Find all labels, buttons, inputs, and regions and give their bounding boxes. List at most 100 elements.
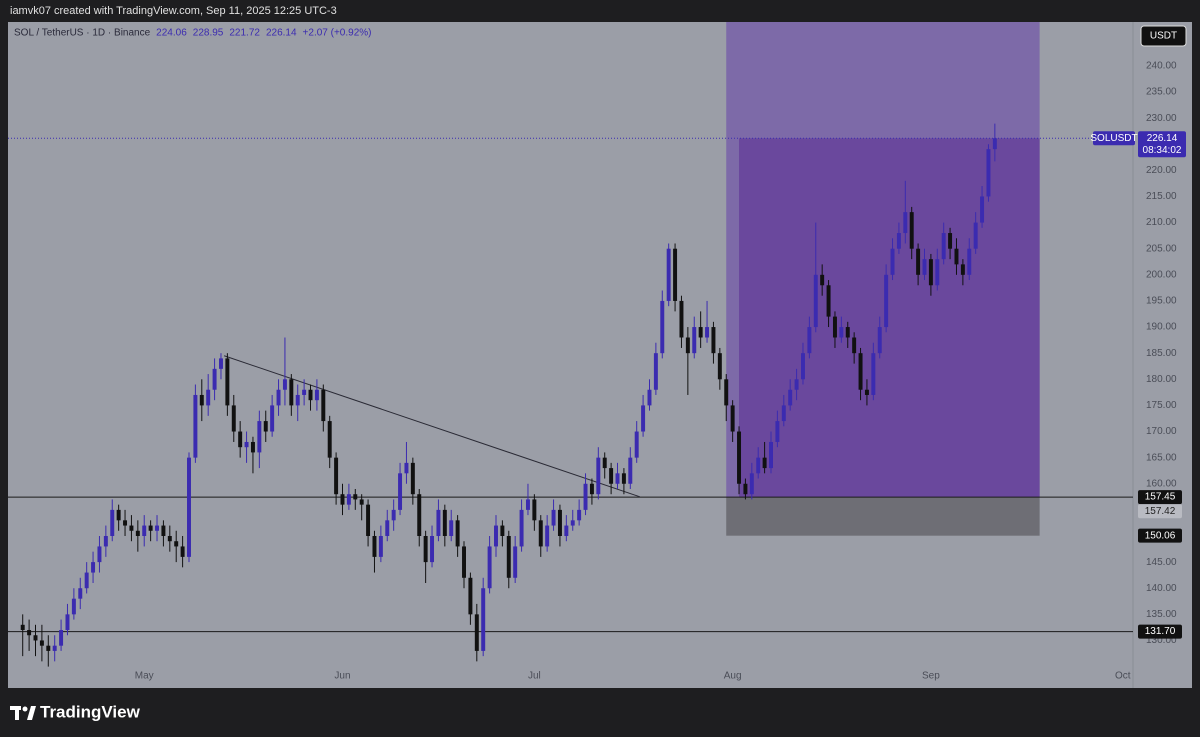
legend-symbol: SOL / TetherUS · 1D · Binance bbox=[14, 28, 151, 39]
last-price-box bbox=[1138, 131, 1186, 158]
candle-body bbox=[97, 546, 102, 563]
legend-value: 226.14 bbox=[266, 28, 297, 39]
candle-body bbox=[161, 525, 166, 536]
candle-body bbox=[404, 462, 409, 474]
candle-body bbox=[78, 588, 83, 599]
candle-body bbox=[922, 259, 927, 275]
candle-body bbox=[180, 546, 185, 557]
level-label: 131.70 bbox=[1145, 626, 1176, 637]
candle-body bbox=[967, 248, 972, 275]
candle-body bbox=[321, 389, 326, 422]
candle-body bbox=[276, 389, 281, 406]
logo-icon bbox=[27, 706, 36, 720]
candle-body bbox=[896, 233, 901, 249]
trendline bbox=[224, 355, 641, 498]
candle-body bbox=[525, 499, 530, 510]
candle-body bbox=[123, 520, 128, 526]
candle-body bbox=[199, 394, 204, 406]
candle-body bbox=[960, 264, 965, 275]
x-tick-label: Jun bbox=[334, 671, 350, 682]
candle-body bbox=[877, 327, 882, 354]
candle-body bbox=[532, 499, 537, 521]
candle-body bbox=[634, 431, 639, 458]
candle-body bbox=[519, 509, 524, 547]
candle-body bbox=[839, 327, 844, 338]
candle-body bbox=[692, 327, 697, 354]
candle-body bbox=[84, 572, 89, 589]
currency-button[interactable]: USDT bbox=[1140, 25, 1187, 47]
legend-change: +2.07 (+0.92%) bbox=[303, 28, 372, 39]
candle-body bbox=[705, 327, 710, 338]
candle-body bbox=[270, 405, 275, 432]
candle-body bbox=[602, 457, 607, 469]
candle-body bbox=[775, 421, 780, 442]
candle-body bbox=[142, 525, 147, 536]
candle-body bbox=[314, 389, 319, 401]
y-tick-label: 130.00 bbox=[1146, 635, 1177, 646]
symbol-label-box bbox=[1093, 131, 1135, 146]
candle-body bbox=[551, 509, 556, 526]
y-tick-label: 135.00 bbox=[1146, 609, 1177, 620]
candle-body bbox=[794, 379, 799, 390]
y-tick-label: 195.00 bbox=[1146, 296, 1177, 307]
y-tick-label: 175.00 bbox=[1146, 400, 1177, 411]
entry-label: 157.42 bbox=[1145, 506, 1176, 517]
candle-body bbox=[494, 525, 498, 547]
candle-body bbox=[928, 259, 933, 286]
candle-body bbox=[71, 598, 76, 615]
candle-body bbox=[52, 645, 57, 651]
x-tick-label: Aug bbox=[724, 671, 742, 682]
candle-body bbox=[679, 300, 684, 338]
candle-body bbox=[941, 233, 946, 260]
candle-body bbox=[167, 535, 172, 542]
stop-label: 150.06 bbox=[1145, 530, 1176, 541]
candle-body bbox=[583, 483, 588, 510]
candle-body bbox=[353, 494, 358, 500]
currency-label[interactable]: USDT bbox=[1150, 31, 1177, 42]
candle-body bbox=[589, 483, 594, 495]
candle-body bbox=[174, 541, 179, 547]
candle-body bbox=[474, 614, 479, 651]
candle-body bbox=[366, 504, 371, 536]
stop-label-box bbox=[1138, 528, 1182, 543]
candle-body bbox=[980, 196, 985, 223]
candle-body bbox=[903, 212, 908, 234]
candle-body bbox=[826, 285, 831, 317]
candle-body bbox=[282, 379, 287, 390]
candle-body bbox=[263, 421, 268, 432]
logo-icon bbox=[15, 706, 19, 720]
y-tick-label: 185.00 bbox=[1146, 348, 1177, 359]
y-tick-label: 220.00 bbox=[1146, 165, 1177, 176]
candle-body bbox=[781, 405, 786, 422]
candle-body bbox=[717, 353, 722, 380]
x-tick-label: Sep bbox=[922, 671, 940, 682]
candle-body bbox=[103, 535, 108, 547]
candle-body bbox=[820, 274, 825, 286]
candle-body bbox=[91, 562, 96, 573]
y-tick-label: 145.00 bbox=[1146, 557, 1177, 568]
candle-body bbox=[334, 457, 339, 495]
candle-body bbox=[385, 520, 390, 536]
candle-body bbox=[455, 520, 460, 547]
candle-body bbox=[462, 546, 466, 578]
candle-body bbox=[187, 457, 191, 557]
candles-layer bbox=[20, 123, 997, 667]
y-tick-label: 215.00 bbox=[1146, 191, 1177, 202]
candle-body bbox=[577, 509, 582, 521]
candle-body bbox=[711, 327, 716, 354]
currency-box[interactable] bbox=[1140, 25, 1187, 47]
candle-body bbox=[653, 353, 658, 390]
profit-zone bbox=[739, 138, 1040, 498]
candle-body bbox=[129, 525, 134, 531]
logo-icon bbox=[22, 706, 28, 712]
candle-body bbox=[685, 337, 690, 354]
candle-body bbox=[801, 353, 805, 380]
y-tick-label: 165.00 bbox=[1146, 452, 1177, 463]
candle-body bbox=[724, 379, 729, 406]
candle-body bbox=[916, 248, 921, 275]
candle-body bbox=[788, 389, 793, 406]
entry-label-box bbox=[1138, 504, 1182, 519]
candle-body bbox=[864, 389, 869, 395]
candle-body bbox=[218, 358, 223, 369]
